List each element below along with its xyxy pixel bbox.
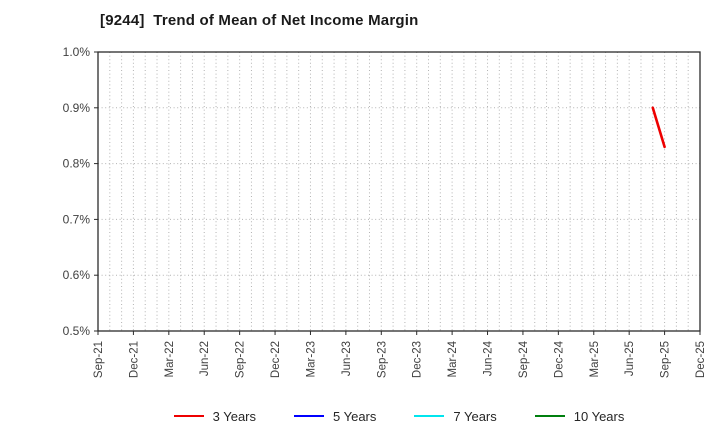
x-tick-label: Jun-25 (624, 341, 636, 376)
x-tick-label: Sep-22 (235, 341, 247, 378)
legend-label-10-years: 10 Years (573, 408, 625, 424)
y-tick-label: 0.7% (63, 212, 91, 226)
x-tick-label: Mar-23 (305, 341, 317, 377)
y-tick-label: 1.0% (63, 45, 91, 59)
legend-line-5-years-icon (294, 415, 324, 417)
x-tick-label: Jun-22 (199, 341, 211, 376)
x-tick-label: Sep-24 (518, 340, 530, 378)
legend-label-5-years: 5 Years (333, 408, 377, 424)
gridlines (98, 52, 700, 331)
x-tick-label: Dec-22 (270, 341, 282, 378)
x-tick-label: Jun-23 (341, 341, 353, 376)
axis-ticks (94, 51, 701, 335)
legend-line-3-years-icon (173, 415, 204, 417)
x-tick-label: Dec-23 (412, 341, 424, 378)
chart-legend: 3 Years 5 Years 7 Years 10 Years (78, 403, 720, 429)
x-tick-label: Mar-25 (589, 341, 601, 377)
x-tick-label: Mar-22 (164, 341, 176, 377)
plot-border (97, 51, 701, 332)
x-tick-label: Sep-23 (376, 341, 388, 378)
legend-item-5-years: 5 Years (294, 409, 376, 424)
legend-line-10-years-icon (534, 415, 565, 417)
x-tick-label: Sep-25 (660, 341, 672, 378)
x-tick-label: Dec-21 (128, 341, 140, 378)
legend-item-3-years: 3 Years (173, 408, 256, 424)
legend-label-3-years: 3 Years (212, 408, 256, 424)
axis-tick-labels: 1.0% 0.9% 0.8% 0.7% 0.6% 0.5%Sep-21 Dec-21 Mar-… (63, 45, 707, 378)
legend-item-7-years: 7 Years (414, 408, 497, 424)
legend-item-10-years: 10 Years (534, 408, 625, 424)
x-tick-label: Dec-25 (695, 341, 707, 378)
x-tick-label: Sep-21 (93, 341, 105, 378)
y-tick-label: 0.8% (63, 157, 91, 171)
x-tick-label: Mar-24 (447, 340, 459, 377)
legend-label-7-years: 7 Years (453, 408, 497, 424)
x-tick-label: Jun-24 (483, 340, 495, 376)
legend-line-7-years-icon (414, 415, 445, 417)
series-line-3-years (651, 106, 666, 149)
y-tick-label: 0.5% (63, 324, 91, 338)
y-tick-label: 0.6% (63, 268, 91, 282)
chart-title: [9244] Trend of Mean of Net Income Margi… (100, 12, 419, 29)
x-tick-label: Dec-24 (553, 340, 565, 378)
y-tick-label: 0.9% (63, 101, 91, 115)
